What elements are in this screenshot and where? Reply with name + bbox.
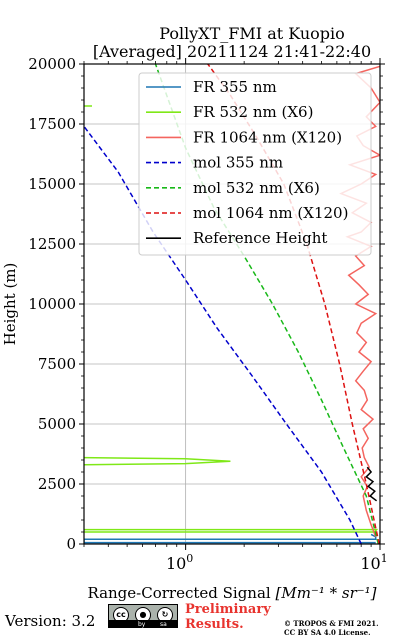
- preliminary-line-1: Preliminary: [185, 602, 271, 617]
- series-line-1: [84, 528, 379, 533]
- copyright-notice: © TROPOS & FMI 2021. CC BY SA 4.0 Licens…: [284, 619, 379, 637]
- legend-label-2: FR 1064 nm (X120): [193, 128, 342, 146]
- cc-badge-strip: by sa: [109, 620, 177, 628]
- x-tick-label-base: 10: [360, 554, 380, 573]
- y-axis-label: Height (m): [1, 263, 19, 346]
- legend-box: [138, 72, 372, 256]
- y-tick-label: 12500: [28, 235, 76, 253]
- y-tick-label: 10000: [28, 295, 76, 313]
- cc-license-badge: cc ● ↻ by sa: [108, 604, 178, 628]
- y-tick-label: 2500: [38, 475, 76, 493]
- copyright-line-2: CC BY SA 4.0 License.: [284, 628, 371, 637]
- y-tick-label: 0: [66, 535, 76, 553]
- preliminary-line-2: Results.: [185, 617, 244, 632]
- legend-label-6: Reference Height: [193, 229, 327, 247]
- chart-title: PollyXT_FMI at Kuopio: [159, 24, 345, 43]
- series-line-6: [365, 466, 378, 502]
- x-tick-label: 100: [166, 552, 193, 573]
- series-line-2: [339, 65, 380, 538]
- x-axis-label-prefix: Range-Corrected Signal: [87, 584, 275, 602]
- y-tick-label: 5000: [38, 415, 76, 433]
- x-axis-label-unit: [Mm⁻¹ * sr⁻¹]: [275, 584, 376, 602]
- x-tick-label: 101: [360, 552, 387, 573]
- plot-area: 0250050007500100001250015000175002000010…: [28, 55, 387, 573]
- series-line-1: [84, 456, 231, 466]
- x-tick-label-exponent: 1: [381, 552, 388, 565]
- legend-label-0: FR 355 nm: [193, 78, 277, 96]
- series-line-3: [84, 125, 362, 544]
- legend-label-3: mol 355 nm: [193, 154, 283, 172]
- x-tick-label-exponent: 0: [186, 552, 193, 565]
- chart-subtitle: [Averaged] 20211124 21:41-22:40: [93, 42, 371, 61]
- version-label: Version: 3.2: [5, 612, 96, 630]
- x-axis-label: Range-Corrected Signal [Mm⁻¹ * sr⁻¹]: [87, 584, 376, 602]
- legend-label-1: FR 532 nm (X6): [193, 103, 313, 121]
- preliminary-notice: Preliminary Results.: [185, 602, 271, 632]
- axes-frame: [83, 63, 381, 545]
- copyright-line-1: © TROPOS & FMI 2021.: [284, 619, 379, 628]
- y-tick-label: 7500: [38, 355, 76, 373]
- cc-by-label: by: [138, 621, 146, 628]
- x-tick-label-base: 10: [166, 554, 186, 573]
- legend-label-5: mol 1064 nm (X120): [193, 204, 348, 222]
- y-tick-label: 17500: [28, 115, 76, 133]
- legend-label-4: mol 532 nm (X6): [193, 179, 320, 197]
- cc-sa-label: sa: [160, 621, 167, 628]
- y-tick-label: 20000: [28, 55, 76, 73]
- y-tick-label: 15000: [28, 175, 76, 193]
